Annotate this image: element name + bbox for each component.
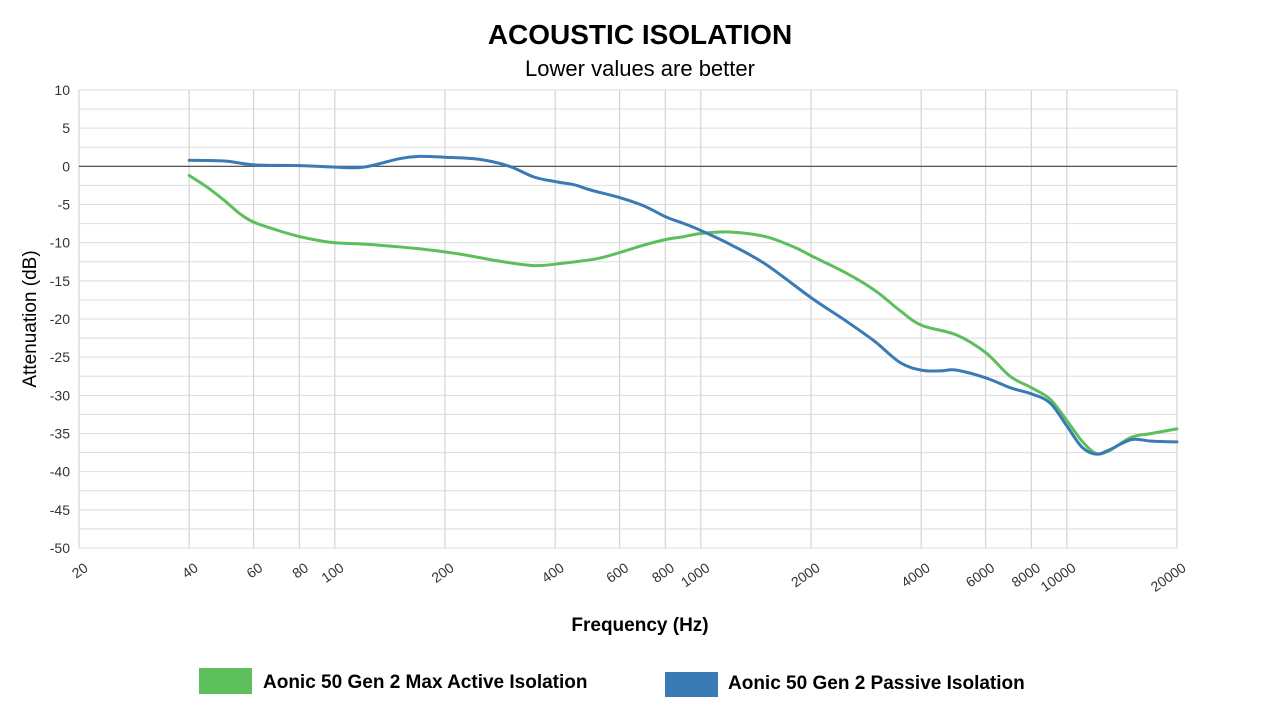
y-tick-label: 10 xyxy=(54,82,70,98)
x-tick-label: 100 xyxy=(318,559,346,586)
x-tick-label: 80 xyxy=(289,559,311,581)
x-tick-label: 20 xyxy=(69,559,91,581)
chart-title: ACOUSTIC ISOLATION xyxy=(488,19,792,50)
y-tick-label: -25 xyxy=(50,349,70,365)
legend-swatch-passive xyxy=(665,672,718,697)
x-tick-label: 10000 xyxy=(1037,559,1078,595)
y-axis-label: Attenuation (dB) xyxy=(20,250,41,387)
legend: Aonic 50 Gen 2 Max Active Isolation Aoni… xyxy=(199,668,1025,697)
y-tick-label: 0 xyxy=(62,158,70,174)
legend-label-active: Aonic 50 Gen 2 Max Active Isolation xyxy=(263,672,588,693)
x-tick-label: 2000 xyxy=(788,559,823,590)
x-tick-label: 60 xyxy=(243,559,265,581)
x-tick-label: 400 xyxy=(539,559,567,586)
y-tick-label: -5 xyxy=(58,197,71,213)
chart-subtitle: Lower values are better xyxy=(525,56,755,81)
x-axis-label: Frequency (Hz) xyxy=(571,615,708,636)
y-tick-label: -10 xyxy=(50,235,70,251)
x-tick-labels: 20 40 60 80 100 200 400 600 800 1000 2000 4000 6000 8… xyxy=(69,559,1189,595)
x-tick-label: 600 xyxy=(603,559,631,586)
y-tick-label: -50 xyxy=(50,540,70,556)
y-tick-label: -20 xyxy=(50,311,70,327)
y-tick-label: -30 xyxy=(50,387,70,403)
y-tick-labels: 10 5 0 -5 -10 -15 -20 -25 -30 -35 -40 -45 -50 xyxy=(50,82,70,556)
x-tick-label: 20000 xyxy=(1148,559,1189,595)
x-tick-label: 6000 xyxy=(963,559,998,590)
series-line-max-active xyxy=(187,174,1179,456)
legend-swatch-active xyxy=(199,668,252,694)
series-line-passive xyxy=(187,154,1179,456)
x-tick-label: 1000 xyxy=(678,559,713,590)
y-tick-label: -40 xyxy=(50,464,70,480)
legend-label-passive: Aonic 50 Gen 2 Passive Isolation xyxy=(728,673,1025,694)
series-group xyxy=(187,154,1179,456)
y-tick-label: -35 xyxy=(50,426,70,442)
x-tick-label: 4000 xyxy=(898,559,933,590)
x-tick-label: 200 xyxy=(428,559,456,586)
x-tick-label: 800 xyxy=(649,559,677,586)
y-tick-label: 5 xyxy=(62,120,70,136)
y-tick-label: -15 xyxy=(50,273,70,289)
x-tick-label: 8000 xyxy=(1008,559,1043,590)
y-tick-label: -45 xyxy=(50,502,70,518)
x-tick-label: 40 xyxy=(179,559,201,581)
